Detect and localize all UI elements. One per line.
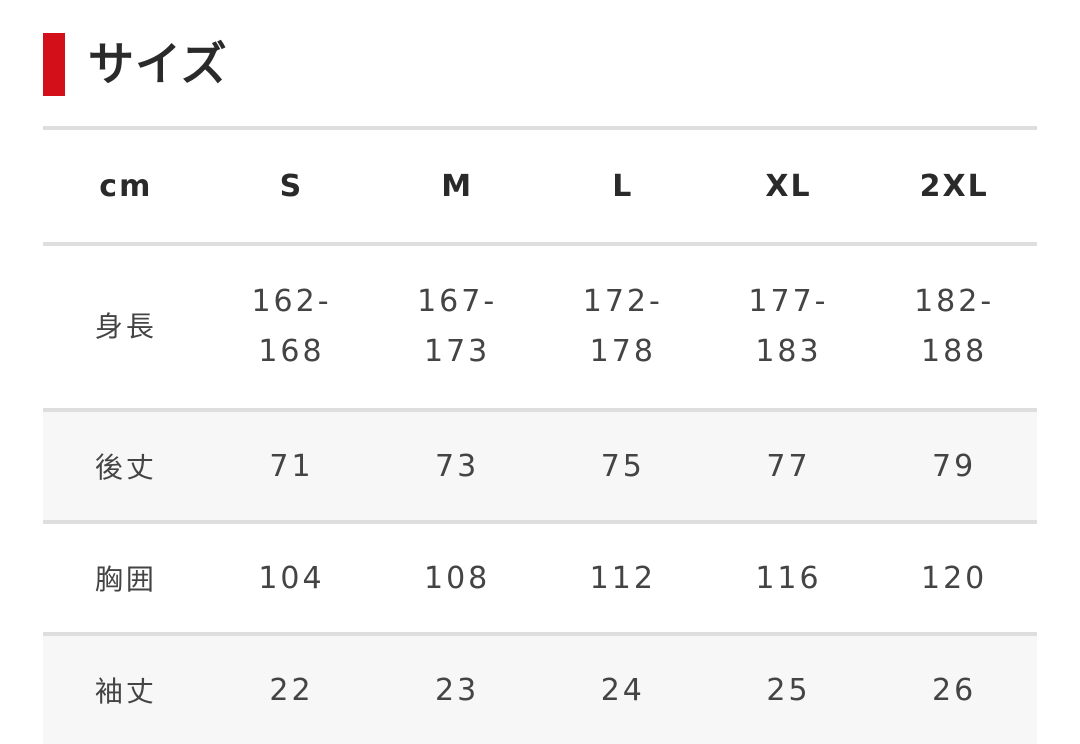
table-cell: 25 (766, 672, 811, 708)
table-cell: 172- 178 (582, 284, 663, 369)
row-label: 胸囲 (94, 563, 157, 596)
header-size-m: M (441, 168, 474, 204)
row-label: 袖丈 (94, 675, 157, 708)
table-row: 胸囲 104 108 112 116 120 (43, 522, 1037, 634)
table-cell: 26 (932, 672, 977, 708)
table-row: 身長 162- 168 167- 173 172- 178 177- 183 182- 1… (43, 244, 1037, 410)
table-cell: 104 (258, 560, 325, 596)
table-cell: 24 (600, 672, 645, 708)
title-accent-bar (43, 33, 65, 96)
header-size-l: L (612, 168, 634, 204)
table-cell: 77 (766, 448, 811, 484)
table-cell: 167- 173 (417, 284, 498, 369)
row-label: 身長 (94, 310, 157, 343)
size-table: cm S M L XL 2XL 身長 162- 168 167- 173 172- 1… (43, 126, 1037, 744)
header-size-xl: XL (765, 168, 812, 204)
table-cell: 75 (600, 448, 645, 484)
header-size-2xl: 2XL (919, 168, 989, 204)
table-row: 後丈 71 73 75 77 79 (43, 410, 1037, 522)
table-header-row: cm S M L XL 2XL (43, 128, 1037, 244)
table-cell: 73 (435, 448, 480, 484)
table-cell: 182- 188 (914, 284, 995, 369)
table-cell: 22 (269, 672, 314, 708)
row-label: 後丈 (94, 451, 157, 484)
page-title: サイズ (88, 37, 228, 91)
header-unit: cm (99, 168, 153, 204)
table-cell: 116 (755, 560, 822, 596)
table-cell: 162- 168 (251, 284, 332, 369)
table-cell: 71 (269, 448, 314, 484)
table-cell: 177- 183 (748, 284, 829, 369)
table-cell: 23 (435, 672, 480, 708)
table-cell: 112 (589, 560, 656, 596)
table-cell: 79 (932, 448, 977, 484)
table-cell: 108 (424, 560, 491, 596)
table-cell: 120 (921, 560, 988, 596)
header-size-s: S (279, 168, 304, 204)
table-row: 袖丈 22 23 24 25 26 (43, 634, 1037, 744)
